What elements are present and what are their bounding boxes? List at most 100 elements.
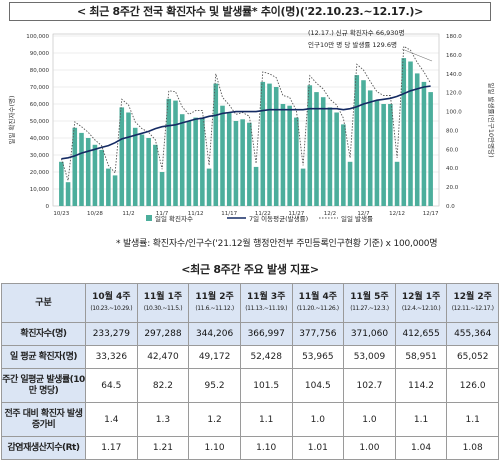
x-tick-label: 10/23 <box>53 211 69 217</box>
left-tick-label: 10,000 <box>30 187 50 193</box>
bar <box>200 117 205 206</box>
bar <box>347 161 353 206</box>
table-cell: 1.08 <box>446 436 499 460</box>
row-label: 일 평균 확진자(명) <box>1 345 86 369</box>
bar <box>132 127 138 206</box>
left-tick-label: 0 <box>46 204 50 210</box>
bar <box>139 134 145 206</box>
left-tick-label: 70,000 <box>30 85 50 91</box>
legend-dots-label: 일일 발생률 <box>341 214 373 223</box>
table-cell: 371,060 <box>343 322 396 346</box>
table-cell: 53,009 <box>343 345 396 369</box>
table-cell: 52,428 <box>239 345 293 369</box>
row-label: 주간 일평균 발생률(10만 명당) <box>1 368 86 403</box>
col-week: 11월 2주 <box>195 292 234 302</box>
legend: 일일 확진자수 7일 이동평균(발생률) 일일 발생률 <box>146 214 373 223</box>
annotation-leader <box>401 48 433 62</box>
bar <box>119 107 125 206</box>
right-tick-label: 100.0 <box>446 110 462 116</box>
table-row: 확진자수(명) 233,279 297,288 344,206 366,997 … <box>1 322 499 346</box>
left-tick-label: 80,000 <box>30 68 50 74</box>
table-cell: 1.1 <box>394 402 448 437</box>
indicators-table: 구분 10월 4주 (10.23.~10.29.) 11월 1주 (10.30.~1… <box>1 283 499 460</box>
bar <box>394 161 400 206</box>
bar <box>126 112 131 206</box>
table-cell: 42,470 <box>136 345 190 369</box>
bar <box>226 112 232 206</box>
col-header: 11월 5주 (11.27.~12.3.) <box>343 283 396 323</box>
bar <box>240 119 245 206</box>
bar <box>112 175 118 206</box>
moving-average-group <box>61 85 431 160</box>
bar <box>166 98 172 206</box>
x-tick-label: 12/17 <box>423 211 439 217</box>
x-tick-label: 11/7 <box>156 211 169 217</box>
bar <box>267 83 272 206</box>
bar <box>408 61 413 206</box>
table-row: 일 평균 확진자(명) 33,326 42,470 49,172 52,428 … <box>1 345 499 369</box>
bar <box>213 83 219 206</box>
table-cell: 344,206 <box>188 322 241 346</box>
right-tick-label: 0.0 <box>446 204 455 210</box>
table-cell: 95.2 <box>188 368 241 403</box>
bar <box>179 114 185 206</box>
plot-frame <box>52 33 440 207</box>
bar <box>220 105 225 206</box>
x-tick-label: 12/12 <box>389 211 405 217</box>
table-cell: 1.17 <box>85 436 138 460</box>
left-tick-label: 90,000 <box>30 51 50 57</box>
bars-group <box>59 58 433 207</box>
bar <box>300 168 306 206</box>
bar <box>85 138 91 206</box>
x-tick-label: 11/22 <box>255 211 271 217</box>
row-label: 감염재생산지수(Rt) <box>1 436 86 460</box>
col-header: 10월 4주 (10.23.~10.29.) <box>85 283 138 323</box>
table-cell: 412,655 <box>394 322 448 346</box>
covid-chart: 0 10,000 20,000 30,000 40,000 50,000 60,000 70,… <box>7 28 496 223</box>
right-tick-label: 120.0 <box>446 91 462 97</box>
moving-average-line <box>61 85 431 160</box>
bar <box>59 161 64 206</box>
bar <box>99 149 104 206</box>
table-cell: 64.5 <box>85 368 138 403</box>
annotation-line-2: 인구10만 명 당 발생률 129.6명 <box>308 40 397 49</box>
bar <box>173 100 178 206</box>
row-label: 확진자수(명) <box>1 322 86 346</box>
x-axis-ticks: 10/23 10/28 11/2 11/7 11/12 11/17 11/22 11/27 12… <box>53 211 439 217</box>
left-axis-label: 일일 확진자수(명) <box>7 96 16 145</box>
table-title: <최근 8주간 주요 발생 지표> <box>181 263 319 276</box>
right-tick-label: 40.0 <box>446 166 459 172</box>
bar <box>287 105 292 206</box>
bar <box>106 168 111 206</box>
table-cell: 1.10 <box>239 436 293 460</box>
bar <box>320 97 326 206</box>
x-tick-label: 12/2 <box>324 211 336 217</box>
col-week: 11월 4주 <box>298 292 338 302</box>
bar <box>79 132 84 206</box>
table-cell: 58,951 <box>394 345 448 369</box>
x-tick-label: 12/7 <box>357 211 370 217</box>
table-cell: 104.5 <box>291 368 345 403</box>
bar <box>65 182 71 206</box>
table-cell: 1.01 <box>291 436 345 460</box>
table-cell: 1.04 <box>394 436 448 460</box>
table-cell: 1.1 <box>446 402 499 437</box>
bar <box>354 75 360 206</box>
table-header-row: 구분 10월 4주 (10.23.~10.29.) 11월 1주 (10.30.~1… <box>1 283 499 323</box>
table-cell: 233,279 <box>85 322 138 346</box>
col-header: 11월 3주 (11.13.~11.19.) <box>239 283 293 323</box>
bar <box>361 80 366 206</box>
bar <box>193 117 198 206</box>
col-range: (10.30.~11.5.) <box>143 305 183 312</box>
annotation-line-1: (12.17.) 신규 확진자수 66,930명 <box>308 28 405 37</box>
x-tick-label: 11/2 <box>122 211 134 217</box>
bar <box>146 138 151 206</box>
right-tick-label: 140.0 <box>446 72 462 78</box>
col-range: (11.6.~11.12.) <box>195 305 234 312</box>
table-cell: 1.1 <box>239 402 293 437</box>
left-tick-label: 100,000 <box>26 34 49 40</box>
col-header: 11월 1주 (10.30.~11.5.) <box>136 283 190 323</box>
bar <box>341 124 346 206</box>
right-tick-label: 160.0 <box>446 53 462 59</box>
table-cell: 377,756 <box>291 322 345 346</box>
